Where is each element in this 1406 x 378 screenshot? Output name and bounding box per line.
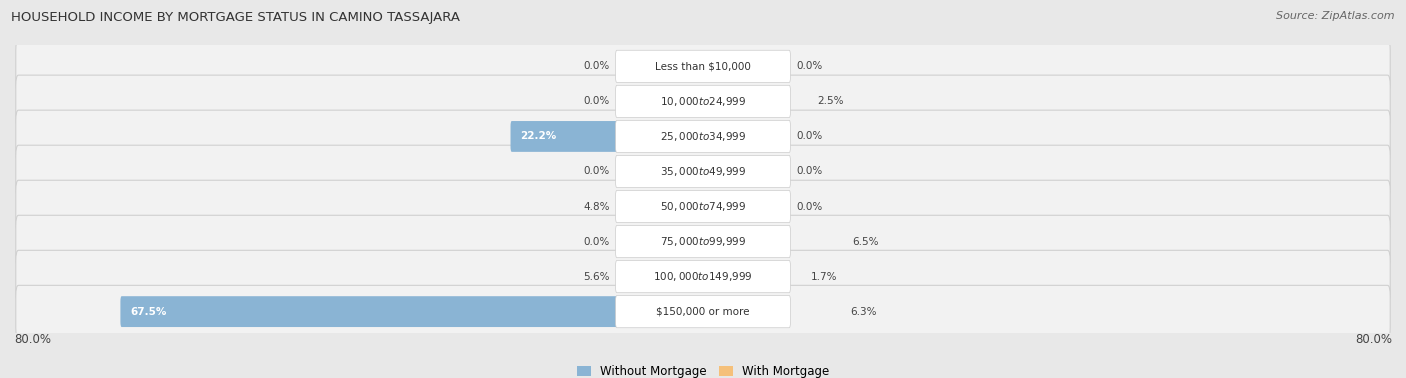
Text: HOUSEHOLD INCOME BY MORTGAGE STATUS IN CAMINO TASSAJARA: HOUSEHOLD INCOME BY MORTGAGE STATUS IN C…: [11, 11, 460, 24]
Text: 80.0%: 80.0%: [1355, 333, 1392, 346]
Text: Source: ZipAtlas.com: Source: ZipAtlas.com: [1277, 11, 1395, 21]
FancyBboxPatch shape: [510, 121, 704, 152]
FancyBboxPatch shape: [15, 145, 1391, 198]
Text: 67.5%: 67.5%: [131, 307, 167, 317]
Text: 1.7%: 1.7%: [811, 271, 837, 282]
FancyBboxPatch shape: [616, 120, 790, 153]
FancyBboxPatch shape: [121, 296, 704, 327]
Text: 0.0%: 0.0%: [583, 237, 610, 246]
FancyBboxPatch shape: [15, 40, 1391, 93]
FancyBboxPatch shape: [15, 215, 1391, 268]
Text: 0.0%: 0.0%: [796, 132, 823, 141]
FancyBboxPatch shape: [616, 296, 790, 328]
Text: $50,000 to $74,999: $50,000 to $74,999: [659, 200, 747, 213]
FancyBboxPatch shape: [702, 86, 725, 117]
FancyBboxPatch shape: [15, 110, 1391, 163]
Text: 0.0%: 0.0%: [583, 166, 610, 177]
Text: 0.0%: 0.0%: [796, 201, 823, 212]
Text: $35,000 to $49,999: $35,000 to $49,999: [659, 165, 747, 178]
Text: 6.5%: 6.5%: [852, 237, 879, 246]
FancyBboxPatch shape: [654, 261, 704, 292]
Text: 2.5%: 2.5%: [817, 96, 844, 107]
Text: 22.2%: 22.2%: [520, 132, 557, 141]
FancyBboxPatch shape: [702, 261, 718, 292]
FancyBboxPatch shape: [616, 50, 790, 82]
FancyBboxPatch shape: [702, 226, 761, 257]
Text: 0.0%: 0.0%: [796, 166, 823, 177]
Text: $75,000 to $99,999: $75,000 to $99,999: [659, 235, 747, 248]
Text: 0.0%: 0.0%: [583, 96, 610, 107]
Legend: Without Mortgage, With Mortgage: Without Mortgage, With Mortgage: [576, 366, 830, 378]
FancyBboxPatch shape: [15, 75, 1391, 128]
FancyBboxPatch shape: [616, 260, 790, 293]
FancyBboxPatch shape: [15, 250, 1391, 303]
Text: 5.6%: 5.6%: [583, 271, 610, 282]
Text: Less than $10,000: Less than $10,000: [655, 61, 751, 71]
FancyBboxPatch shape: [616, 155, 790, 187]
FancyBboxPatch shape: [15, 285, 1391, 338]
Text: $150,000 or more: $150,000 or more: [657, 307, 749, 317]
Text: 6.3%: 6.3%: [851, 307, 877, 317]
FancyBboxPatch shape: [616, 191, 790, 223]
FancyBboxPatch shape: [616, 225, 790, 258]
Text: $25,000 to $34,999: $25,000 to $34,999: [659, 130, 747, 143]
FancyBboxPatch shape: [702, 296, 759, 327]
Text: 0.0%: 0.0%: [583, 61, 610, 71]
FancyBboxPatch shape: [661, 191, 704, 222]
Text: 0.0%: 0.0%: [796, 61, 823, 71]
FancyBboxPatch shape: [15, 180, 1391, 233]
Text: 80.0%: 80.0%: [14, 333, 51, 346]
FancyBboxPatch shape: [616, 85, 790, 118]
Text: $10,000 to $24,999: $10,000 to $24,999: [659, 95, 747, 108]
Text: $100,000 to $149,999: $100,000 to $149,999: [654, 270, 752, 283]
Text: 4.8%: 4.8%: [583, 201, 610, 212]
